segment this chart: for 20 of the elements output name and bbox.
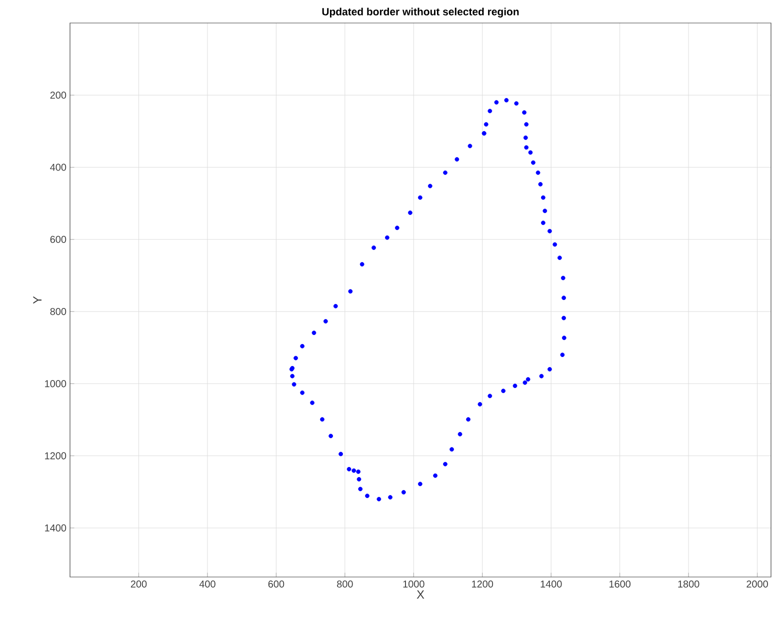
y-axis-title: Y bbox=[33, 296, 42, 304]
x-tick-label: 1600 bbox=[609, 580, 631, 588]
y-tick-label: 1000 bbox=[45, 380, 66, 388]
x-tick-label: 200 bbox=[130, 580, 147, 588]
y-tick-label: 800 bbox=[50, 308, 66, 316]
chart-title: Updated border without selected region bbox=[322, 8, 519, 18]
y-tick-label: 200 bbox=[50, 92, 66, 99]
x-tick-label: 1000 bbox=[403, 580, 424, 588]
x-tick-label: 2000 bbox=[746, 580, 768, 588]
x-tick-label: 1400 bbox=[540, 580, 562, 588]
x-axis-title: X bbox=[416, 590, 424, 599]
x-tick-label: 1800 bbox=[678, 580, 700, 588]
y-tick-label: 1200 bbox=[45, 452, 66, 460]
x-tick-label: 800 bbox=[337, 580, 353, 588]
y-tick-label: 600 bbox=[50, 236, 66, 243]
x-tick-label: 1200 bbox=[472, 580, 494, 588]
y-tick-label: 400 bbox=[50, 164, 66, 171]
y-tick-label: 1400 bbox=[45, 524, 66, 532]
x-tick-label: 600 bbox=[268, 580, 284, 588]
x-tick-label: 400 bbox=[199, 580, 216, 588]
